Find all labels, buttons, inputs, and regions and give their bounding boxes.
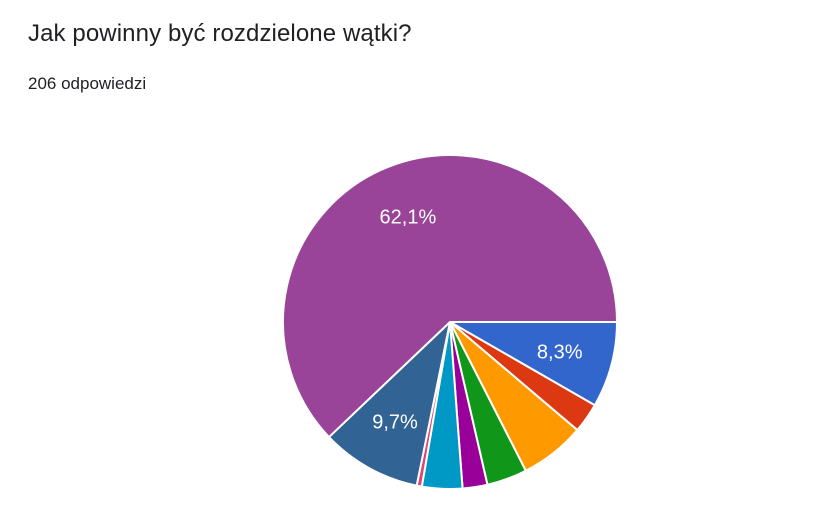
pie-slice-9[interactable] — [282, 154, 618, 439]
pie-slice-label: 62,1% — [380, 207, 437, 229]
pie-slice-label: 9,7% — [372, 411, 418, 433]
question-title: Jak powinny być rozdzielone wątki? — [28, 20, 412, 47]
pie-slice-8[interactable] — [327, 321, 451, 487]
pie-slice-1[interactable] — [449, 321, 618, 407]
pie-slice-label: 8,3% — [537, 341, 583, 363]
response-count: 206 odpowiedzi — [28, 74, 147, 93]
